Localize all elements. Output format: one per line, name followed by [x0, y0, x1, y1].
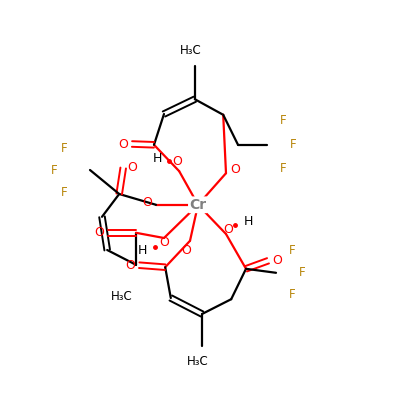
Text: F: F: [280, 162, 286, 175]
Text: O: O: [127, 162, 137, 174]
Text: F: F: [299, 266, 305, 279]
Text: Cr: Cr: [190, 198, 206, 212]
Text: H₃C: H₃C: [187, 355, 209, 368]
Text: F: F: [289, 288, 295, 301]
Text: O: O: [159, 236, 169, 248]
Text: H: H: [152, 152, 162, 165]
Text: O: O: [142, 196, 152, 209]
Text: F: F: [290, 138, 296, 151]
Text: F: F: [289, 244, 295, 257]
Text: F: F: [51, 164, 57, 176]
Text: O: O: [181, 244, 191, 257]
Text: H: H: [137, 244, 147, 257]
Text: O: O: [230, 163, 240, 176]
Text: F: F: [280, 114, 286, 127]
Text: O: O: [94, 226, 104, 239]
Text: F: F: [61, 142, 67, 154]
Text: H: H: [243, 215, 253, 228]
Text: H₃C: H₃C: [180, 44, 202, 57]
Text: H₃C: H₃C: [111, 290, 133, 303]
Text: O: O: [118, 138, 128, 150]
Text: O: O: [223, 223, 233, 236]
Text: F: F: [61, 186, 67, 198]
Text: O: O: [172, 155, 182, 168]
Text: O: O: [272, 254, 282, 267]
Text: O: O: [126, 259, 135, 272]
